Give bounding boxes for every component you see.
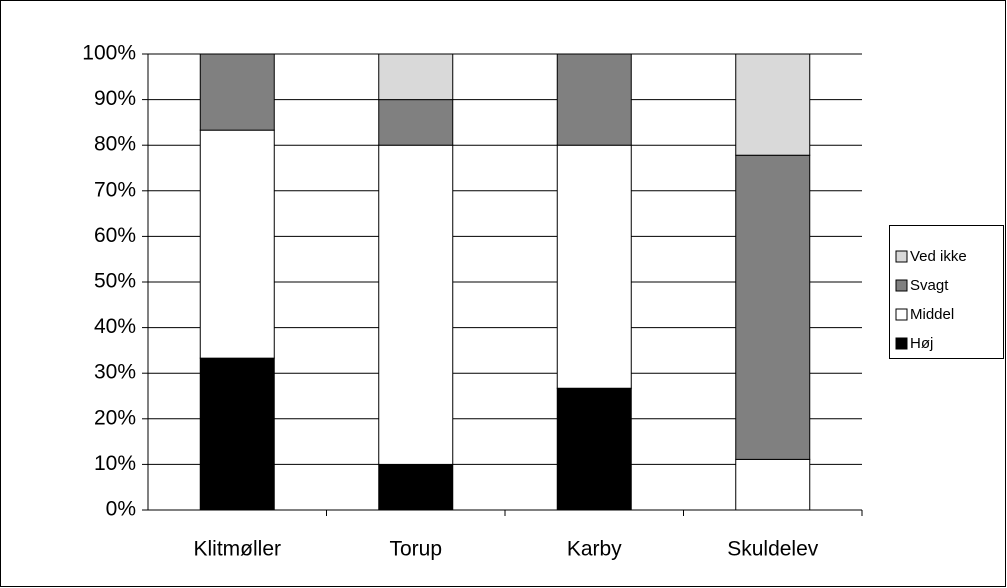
- bar-segment: [378, 463, 454, 511]
- y-tick-label: 50%: [94, 270, 136, 293]
- legend-label: Middel: [910, 306, 954, 323]
- y-tick-label: 100%: [82, 42, 136, 65]
- bar-segment: [199, 129, 275, 359]
- y-tick-label: 30%: [94, 361, 136, 384]
- y-tick-label: 10%: [94, 452, 136, 475]
- legend-label: Høj: [910, 335, 933, 352]
- bar-segment: [556, 387, 632, 511]
- bar-segment: [556, 53, 632, 146]
- bar-segment: [378, 99, 454, 146]
- x-tick-label: Skuldelev: [727, 538, 819, 561]
- legend-swatch: [895, 250, 908, 263]
- y-tick-label: 80%: [94, 133, 136, 156]
- x-tick-label: Karby: [567, 538, 622, 561]
- legend-box: [889, 225, 1004, 359]
- legend-swatch: [895, 337, 908, 350]
- bar-segment: [735, 458, 811, 511]
- legend-label: Svagt: [910, 277, 949, 294]
- y-tick-label: 20%: [94, 406, 136, 429]
- legend-swatch: [895, 279, 908, 292]
- legend-label: Ved ikke: [910, 248, 967, 265]
- bar-segment: [735, 53, 811, 156]
- legend-swatch: [895, 308, 908, 321]
- x-tick-label: Klitmøller: [194, 538, 282, 561]
- bar-segment: [556, 144, 632, 389]
- y-tick-label: 90%: [94, 87, 136, 110]
- bar-segment: [378, 53, 454, 101]
- bar-segment: [199, 53, 275, 131]
- x-tick-label: Torup: [389, 538, 442, 561]
- y-tick-label: 60%: [94, 224, 136, 247]
- y-tick-label: 40%: [94, 315, 136, 338]
- y-tick-label: 70%: [94, 178, 136, 201]
- bar-segment: [199, 357, 275, 511]
- bar-segment: [735, 154, 811, 460]
- y-tick-label: 0%: [106, 498, 136, 521]
- bar-segment: [378, 144, 454, 465]
